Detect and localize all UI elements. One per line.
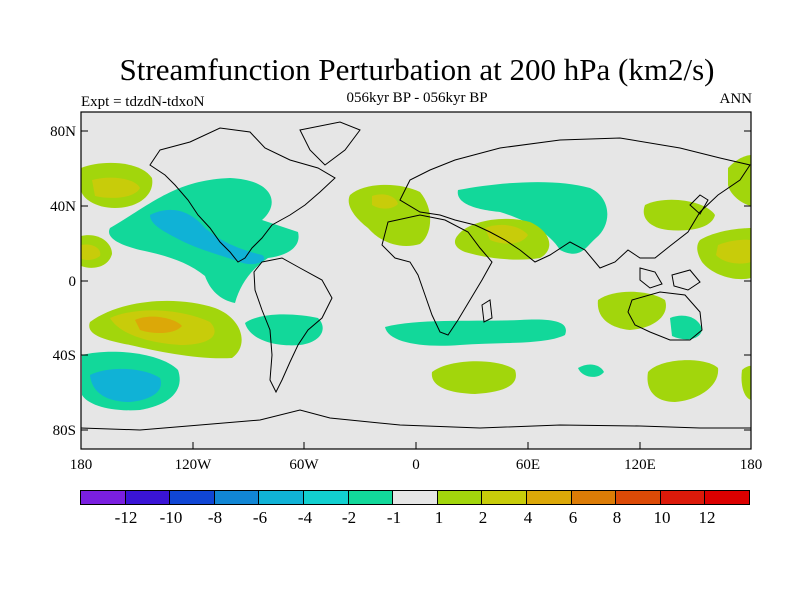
lon-ticks — [80, 442, 752, 449]
lon-label-180e: 180 — [740, 457, 763, 473]
lon-label-60e: 60E — [516, 457, 540, 473]
colorbar-cell-1 — [125, 491, 171, 504]
anomaly-central-asia-negative — [457, 182, 608, 254]
anomaly-south-indian-positive — [597, 291, 666, 330]
anomaly-south-atlantic-patch — [578, 364, 604, 377]
colorbar-label-12: 10 — [653, 508, 671, 527]
coastline-south-america — [253, 257, 333, 394]
anomaly-north-atlantic-positive — [348, 184, 431, 247]
colorbar-label-4: -4 — [297, 508, 313, 527]
coastline-australia — [627, 291, 703, 341]
colorbar-cell-9 — [482, 491, 527, 504]
figure-title: Streamfunction Perturbation at 200 hPa (… — [119, 52, 715, 87]
experiment-label: Expt = tdzdN-tdxoN — [81, 94, 205, 110]
coastline-greenland — [299, 121, 361, 166]
anomaly-fields — [81, 155, 751, 411]
lat-label-40s: 40S — [53, 348, 76, 364]
colorbar-cell-13 — [660, 491, 706, 504]
colorbar-label-13: 12 — [698, 508, 716, 527]
figure-subtitle: 056kyr BP - 056kyr BP — [346, 90, 488, 106]
coastline-antarctica — [81, 409, 751, 431]
coastline-maritime-continent — [639, 267, 701, 291]
colorbar-label-0: -12 — [114, 508, 138, 527]
colorbar-cell-8 — [437, 491, 483, 504]
map-background — [81, 112, 751, 449]
lon-label-120w: 120W — [175, 457, 213, 473]
colorbar-cell-6 — [348, 491, 394, 504]
colorbar-cell-5 — [303, 491, 349, 504]
coastline-madagascar — [481, 299, 493, 323]
lon-label-0: 0 — [412, 457, 420, 473]
anomaly-west-pacific-core — [716, 239, 751, 264]
lon-label-180w: 180 — [70, 457, 93, 473]
season-label: ANN — [719, 91, 753, 107]
anomaly-southern-atlantic-edge — [741, 365, 751, 400]
coastline-north-america — [149, 127, 336, 263]
colorbar-label-3: -6 — [252, 508, 268, 527]
colorbar — [80, 490, 750, 505]
colorbar-cell-0 — [81, 491, 126, 504]
anomaly-caribbean-core — [150, 209, 265, 265]
lon-label-120e: 120E — [624, 457, 656, 473]
lat-label-80n: 80N — [50, 124, 76, 140]
colorbar-label-1: -10 — [159, 508, 183, 527]
lat-label-80s: 80S — [53, 423, 76, 439]
anomaly-tropical-pacific-core — [81, 244, 101, 260]
colorbar-label-6: -1 — [386, 508, 402, 527]
colorbar-label-7: 1 — [434, 508, 444, 527]
anomaly-south-pacific-core — [90, 368, 161, 402]
lat-label-0: 0 — [69, 274, 77, 290]
anomaly-southern-ocean-east-positive — [647, 360, 719, 402]
colorbar-cell-11 — [571, 491, 617, 504]
colorbar-cell-4 — [259, 491, 304, 504]
colorbar-cell-2 — [170, 491, 215, 504]
anomaly-north-pacific-core — [92, 177, 140, 198]
anomaly-north-atlantic-core — [372, 194, 398, 209]
colorbar-cell-3 — [214, 491, 260, 504]
anomaly-southern-ocean-positive — [431, 361, 516, 394]
coastline-eurasia — [399, 137, 751, 269]
colorbar-label-11: 8 — [612, 508, 622, 527]
coastlines — [81, 121, 751, 431]
anomaly-east-asia-positive — [643, 199, 715, 231]
colorbar-label-5: -2 — [341, 508, 357, 527]
colorbar-cell-12 — [616, 491, 661, 504]
colorbar-label-10: 6 — [568, 508, 578, 527]
colorbar-cell-7 — [393, 491, 438, 504]
colorbar-cell-14 — [705, 491, 749, 504]
colorbar-label-8: 2 — [478, 508, 488, 527]
anomaly-arabia-core — [485, 224, 528, 244]
lon-label-60w: 60W — [289, 457, 319, 473]
lat-label-40n: 40N — [50, 199, 76, 215]
anomaly-south-pacific-peak — [135, 316, 182, 334]
colorbar-label-2: -8 — [207, 508, 223, 527]
coastline-japan — [689, 194, 709, 215]
colorbar-cell-10 — [526, 491, 572, 504]
coastline-africa — [381, 214, 493, 336]
anomaly-west-pacific-negative — [670, 315, 702, 340]
anomaly-south-indian-negative — [385, 319, 566, 346]
colorbar-label-9: 4 — [523, 508, 533, 527]
lat-ticks — [81, 130, 751, 431]
